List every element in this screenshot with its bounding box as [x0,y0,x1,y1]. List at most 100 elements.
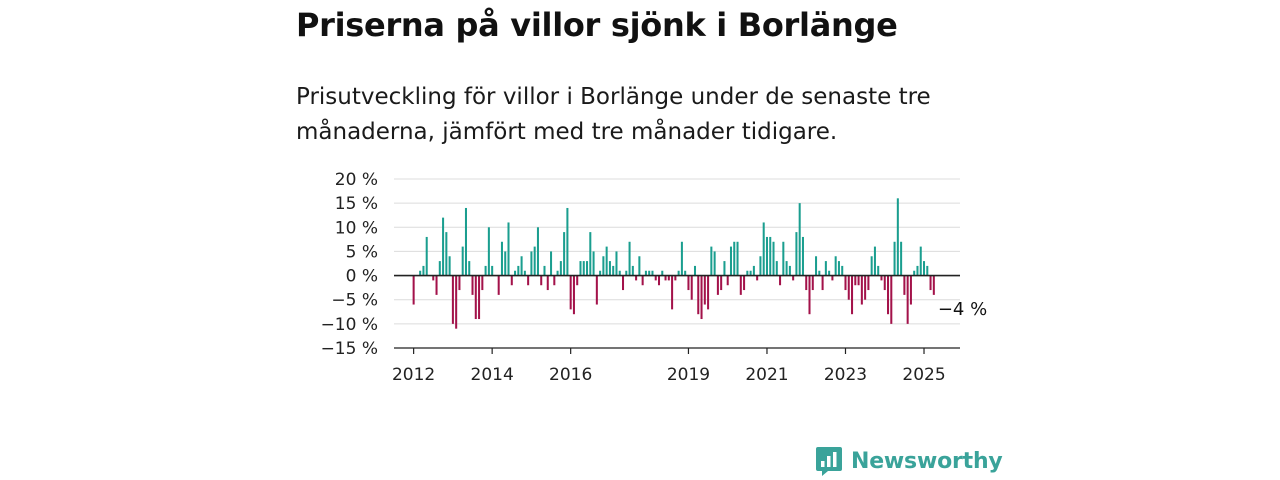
bar [448,256,451,276]
bar [481,275,484,291]
bar [648,270,651,276]
bar [474,275,477,320]
bar [733,241,736,276]
bar [641,275,644,286]
bar [553,275,556,286]
bar [500,241,503,276]
x-tick-label: 2019 [667,365,710,385]
bar [484,265,487,276]
bar [854,275,857,286]
bar [582,261,585,276]
bar [765,236,768,276]
bar [697,275,700,315]
bar [841,265,844,276]
bar [451,275,454,324]
bar [517,265,520,276]
bar [795,232,798,276]
bar [680,241,683,276]
bar [664,275,667,281]
bar [720,275,723,291]
bar [831,275,834,281]
bar [877,265,880,276]
bar [880,275,883,281]
bar [651,270,654,276]
bar [932,275,935,295]
bar [785,261,788,276]
bar [818,270,821,276]
y-tick-label: 10 % [335,218,378,238]
bar [739,275,742,295]
bar [805,275,808,291]
bar [661,270,664,276]
bar [461,246,464,276]
bar [716,275,719,295]
bar [615,251,618,276]
newsworthy-brand[interactable]: Newsworthy [815,446,1003,476]
bar [468,261,471,276]
bar [870,256,873,276]
bar [412,275,415,305]
bar [618,270,621,276]
bar [527,275,530,286]
bar [824,261,827,276]
bar [700,275,703,320]
bar [589,232,592,276]
y-tick-label: −5 % [331,291,378,311]
bar [798,203,801,276]
bar [926,265,929,276]
bar [929,275,932,291]
bar [638,256,641,276]
bar [510,275,513,286]
bar-chart: 20 %15 %10 %5 %0 %−5 %−10 %−15 % 2012 201… [321,170,988,385]
bar [671,275,674,310]
bar [792,275,795,281]
bar [432,275,435,281]
bar [900,241,903,276]
x-axis [394,274,960,354]
bars [412,198,935,329]
bar [687,275,690,291]
bar [635,275,638,281]
x-tick-label: 2023 [824,365,867,385]
bar [563,232,566,276]
bar [471,275,474,295]
bar [913,270,916,276]
bar [599,270,602,276]
bar [752,265,755,276]
bar [782,241,785,276]
bar [622,275,625,291]
bar [710,246,713,276]
bar [834,256,837,276]
bar [550,251,553,276]
bar [478,275,481,320]
bar [586,261,589,276]
bar [887,275,890,315]
bar [690,275,693,300]
bar [514,270,517,276]
bar [487,227,490,276]
bar [559,261,562,276]
bar [903,275,906,295]
bar [759,256,762,276]
x-tick-label: 2016 [549,365,592,385]
y-tick-label: 0 % [346,267,378,287]
bar [608,261,611,276]
bar [707,275,710,310]
bar [520,256,523,276]
bar [546,275,549,291]
bar [654,275,657,281]
bar [677,270,680,276]
bar [543,265,546,276]
bar [919,246,922,276]
bar [445,232,448,276]
y-tick-label: 20 % [335,170,378,190]
bar [873,246,876,276]
x-axis-labels: 2012 2014 2016 2019 2021 2023 2025 [392,365,946,385]
y-tick-label: 5 % [346,242,378,262]
y-tick-label: −15 % [321,339,378,359]
bar [464,207,467,276]
bar [533,246,536,276]
bar [749,270,752,276]
bar [442,217,445,276]
x-tick-label: 2025 [902,365,945,385]
